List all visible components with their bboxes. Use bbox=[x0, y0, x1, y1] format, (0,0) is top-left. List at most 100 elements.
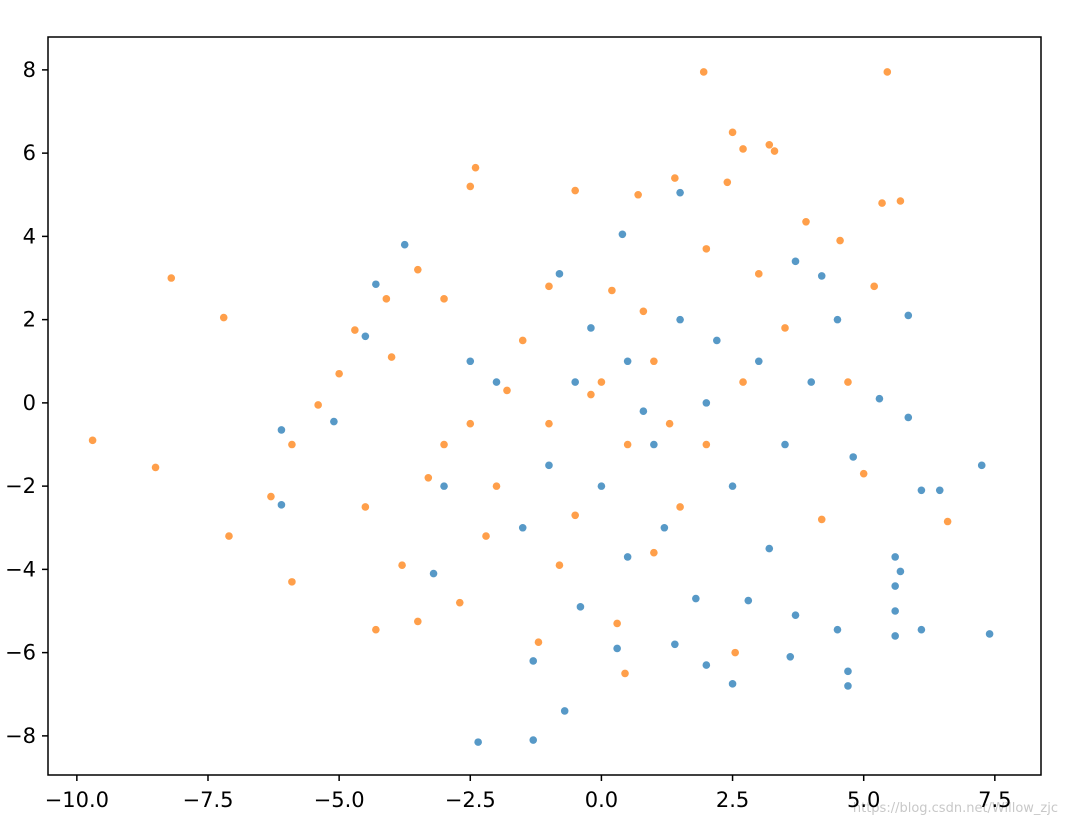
scatter-point bbox=[728, 680, 737, 688]
scatter-point bbox=[474, 738, 482, 746]
watermark: https://blog.csdn.net/Willow_zjc bbox=[853, 801, 1058, 816]
scatter-point bbox=[440, 295, 448, 303]
y-tick-label: −4 bbox=[5, 557, 36, 581]
y-tick-label: −2 bbox=[5, 474, 36, 498]
scatter-point bbox=[671, 174, 679, 182]
scatter-point bbox=[225, 532, 233, 540]
scatter-point bbox=[891, 553, 899, 561]
scatter-point bbox=[288, 578, 296, 586]
scatter-point bbox=[555, 561, 564, 570]
scatter-point bbox=[650, 440, 658, 449]
scatter-point bbox=[791, 611, 800, 619]
scatter-point bbox=[739, 378, 747, 386]
y-tick-label: −8 bbox=[5, 724, 36, 748]
scatter-point bbox=[765, 141, 774, 149]
y-tick-label: 4 bbox=[23, 224, 36, 248]
scatter-point bbox=[440, 440, 448, 449]
y-tick-label: 8 bbox=[23, 58, 36, 82]
scatter-point bbox=[466, 357, 475, 366]
scatter-point bbox=[817, 272, 826, 280]
x-tick-label: 5.0 bbox=[847, 788, 880, 812]
scatter-point bbox=[466, 182, 475, 191]
scatter-point bbox=[330, 417, 338, 426]
y-tick-label: 0 bbox=[23, 391, 36, 415]
scatter-point bbox=[167, 274, 176, 282]
scatter-point bbox=[802, 218, 810, 226]
plot-frame bbox=[47, 36, 1042, 776]
scatter-point bbox=[883, 68, 892, 76]
scatter-point bbox=[613, 619, 621, 628]
y-tick-label: −6 bbox=[5, 641, 36, 665]
scatter-point bbox=[529, 657, 538, 665]
scatter-point bbox=[372, 625, 380, 634]
scatter-point bbox=[267, 492, 275, 501]
scatter-point bbox=[692, 594, 700, 603]
scatter-point bbox=[849, 453, 858, 461]
scatter-point bbox=[335, 369, 343, 378]
x-tick-label: −10.0 bbox=[45, 788, 109, 812]
scatter-point bbox=[623, 440, 632, 449]
scatter-point bbox=[492, 482, 501, 490]
y-tick-label: 2 bbox=[23, 308, 36, 332]
scatter-point bbox=[765, 544, 774, 553]
scatter-point bbox=[754, 270, 763, 278]
scatter-point bbox=[731, 648, 739, 657]
scatter-point bbox=[728, 482, 737, 490]
scatter-point bbox=[571, 378, 579, 386]
scatter-point bbox=[844, 378, 852, 386]
scatter-point bbox=[891, 632, 899, 640]
scatter-point bbox=[702, 399, 711, 407]
scatter-point bbox=[466, 419, 475, 428]
scatter-point bbox=[786, 652, 795, 661]
scatter-point bbox=[623, 553, 632, 561]
scatter-point bbox=[471, 163, 480, 172]
scatter-point bbox=[723, 178, 732, 187]
scatter-point bbox=[744, 596, 753, 605]
scatter-point bbox=[739, 145, 747, 153]
scatter-point bbox=[844, 682, 852, 690]
scatter-point bbox=[571, 511, 579, 520]
scatter-point bbox=[382, 295, 391, 303]
scatter-point bbox=[859, 469, 868, 478]
scatter-point bbox=[608, 286, 616, 295]
scatter-point bbox=[891, 582, 899, 590]
y-tick-label: 6 bbox=[23, 141, 36, 165]
scatter-point bbox=[665, 419, 674, 428]
x-tick-label: 7.5 bbox=[978, 788, 1011, 812]
scatter-point bbox=[597, 482, 606, 490]
x-tick-label: −5.0 bbox=[314, 788, 365, 812]
scatter-point bbox=[277, 501, 286, 509]
scatter-point bbox=[660, 523, 669, 532]
scatter-point bbox=[817, 515, 826, 524]
scatter-point bbox=[597, 378, 606, 386]
scatter-point bbox=[545, 461, 553, 470]
scatter-point bbox=[219, 313, 228, 322]
scatter-point bbox=[587, 324, 595, 332]
x-tick-label: 0.0 bbox=[585, 788, 618, 812]
scatter-point bbox=[503, 386, 511, 395]
scatter-point bbox=[613, 644, 621, 653]
scatter-point bbox=[943, 517, 952, 526]
scatter-point bbox=[576, 603, 585, 611]
scatter-point bbox=[676, 188, 684, 197]
scatter-point bbox=[534, 638, 543, 647]
x-tick-label: −7.5 bbox=[182, 788, 233, 812]
scatter-point bbox=[699, 68, 708, 76]
scatter-point bbox=[587, 390, 595, 399]
scatter-point bbox=[985, 630, 994, 638]
scatter-point bbox=[904, 311, 913, 320]
scatter-point bbox=[639, 407, 648, 416]
scatter-point bbox=[518, 336, 527, 345]
scatter-point bbox=[314, 401, 322, 409]
scatter-point bbox=[781, 324, 789, 332]
scatter-point bbox=[545, 419, 553, 428]
scatter-point bbox=[571, 186, 579, 195]
scatter-point bbox=[623, 357, 632, 366]
scatter-point bbox=[702, 440, 711, 449]
scatter-point bbox=[560, 707, 569, 715]
scatter-point bbox=[555, 270, 564, 278]
scatter-point bbox=[545, 282, 553, 291]
scatter-point bbox=[917, 625, 926, 634]
scatter-point bbox=[875, 394, 884, 403]
